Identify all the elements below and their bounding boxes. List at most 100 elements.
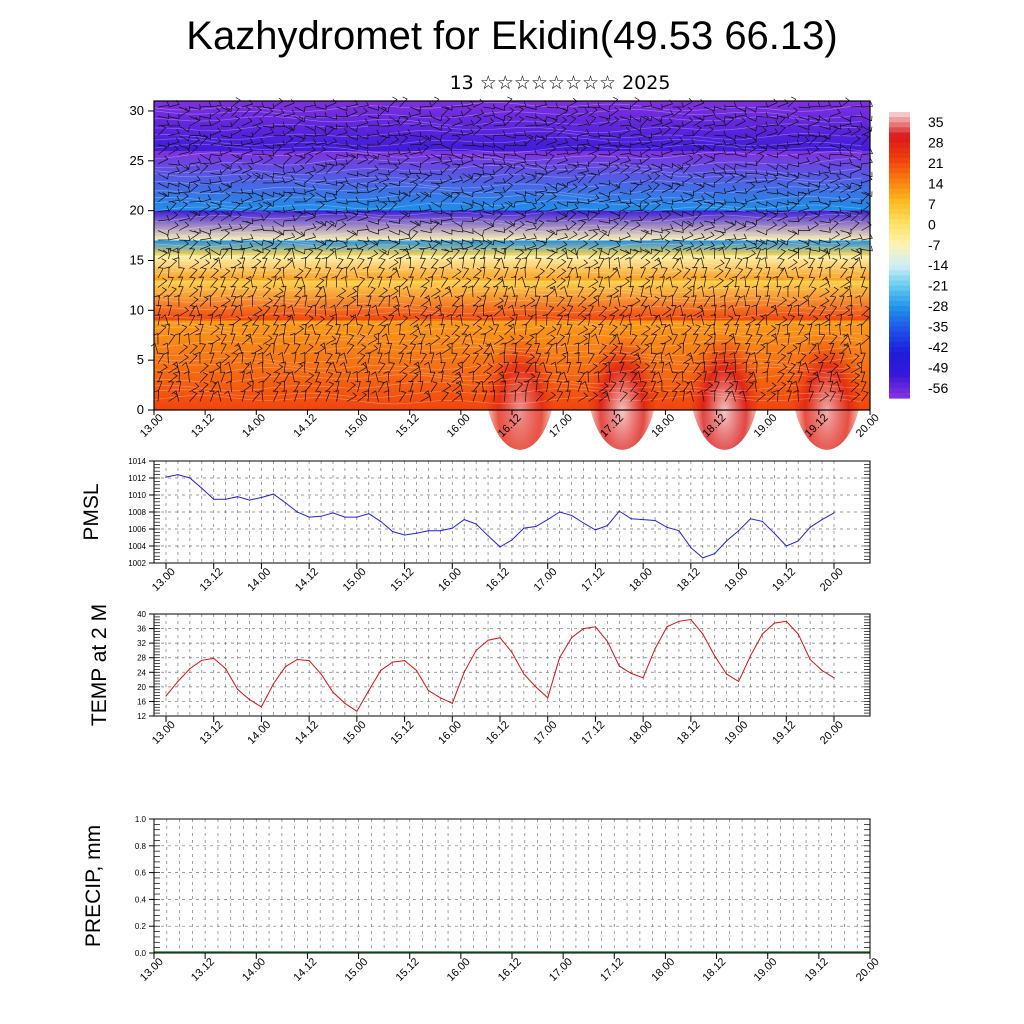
wind-barb [367, 250, 379, 260]
wind-barb [755, 295, 762, 307]
wind-barb [630, 333, 638, 345]
wind-barb [472, 169, 485, 176]
wind-barb [640, 101, 653, 108]
wind-barb [672, 125, 681, 136]
wind-barb [325, 114, 338, 120]
wind-barb [304, 131, 317, 137]
wind-barb [651, 213, 663, 222]
wind-barb [357, 324, 364, 336]
wind-barb [210, 203, 222, 212]
wind-barb [693, 144, 705, 151]
wind-barb [189, 276, 196, 288]
wind-barb [677, 370, 684, 383]
wind-barb [535, 268, 545, 279]
wind-barb [273, 371, 281, 383]
wind-barb [470, 257, 476, 269]
wind-barb [346, 125, 358, 132]
wind-barb [328, 361, 337, 374]
wind-barb [808, 315, 819, 326]
wind-barb [399, 343, 408, 355]
wind-barb [819, 297, 830, 307]
wind-barb [283, 191, 293, 203]
wind-barb [315, 220, 327, 227]
data-point [666, 626, 668, 628]
wind-barb [745, 194, 758, 203]
data-point [559, 511, 561, 513]
wind-barb [199, 229, 211, 235]
wind-barb [609, 96, 619, 108]
wind-barb [189, 287, 199, 298]
wind-barb [609, 287, 620, 298]
wind-barb [672, 286, 679, 298]
wind-barb [672, 220, 684, 227]
data-point [165, 695, 167, 697]
wind-barb [220, 211, 232, 217]
x-tick-label: 17.12 [579, 719, 607, 747]
wind-barb [325, 160, 338, 166]
wind-barb [703, 155, 715, 165]
wind-barb [808, 131, 821, 137]
y-tick-label: 0.2 [135, 922, 147, 931]
wind-barb [525, 104, 537, 110]
wind-barb [525, 343, 533, 355]
wind-barb [231, 344, 242, 355]
wind-barb [430, 156, 443, 165]
wind-barb [236, 294, 243, 307]
wind-barb [168, 333, 176, 345]
wind-barb [173, 257, 180, 269]
wind-barb [335, 324, 341, 336]
wind-barb [861, 191, 870, 203]
wind-barb [252, 101, 264, 108]
wind-barb [350, 314, 358, 326]
wind-barb [366, 295, 372, 307]
wind-barb [570, 247, 579, 260]
data-point [511, 539, 513, 541]
wind-barb [714, 242, 726, 250]
wind-barb [241, 164, 253, 174]
wind-barb [850, 208, 863, 214]
data-point [571, 514, 573, 517]
chart-title: Kazhydromet for Ekidin(49.53 66.13) [186, 14, 838, 58]
wind-barb [415, 371, 421, 383]
wind-barb [420, 170, 432, 177]
wind-barb [829, 207, 842, 213]
wind-barb [346, 230, 357, 241]
wind-barb [315, 161, 327, 167]
colorbar-swatch [889, 229, 910, 236]
wind-barb [798, 297, 809, 307]
wind-barb [619, 305, 628, 317]
wind-barb [819, 392, 830, 402]
wind-barb [189, 248, 196, 260]
contour-line [153, 248, 863, 259]
wind-barb [609, 248, 619, 260]
wind-barb [598, 118, 610, 127]
wind-barb [168, 372, 178, 383]
wind-barb [577, 108, 589, 117]
wind-barb [461, 333, 468, 345]
wind-barb [535, 150, 548, 157]
wind-barb [430, 154, 442, 160]
wind-barb [472, 315, 482, 326]
wind-barb [546, 229, 558, 236]
wind-barb [546, 216, 558, 222]
wind-barb [472, 362, 482, 374]
wind-barb [829, 295, 837, 307]
wind-barb [304, 248, 314, 260]
contour-line [153, 136, 863, 147]
wind-barb [399, 169, 411, 175]
wind-barb [808, 276, 816, 288]
wind-barb [523, 381, 530, 393]
wind-barb [612, 333, 621, 345]
wind-barb [634, 314, 642, 326]
wind-barb [751, 285, 757, 298]
data-point [535, 686, 537, 688]
wind-barb [822, 276, 831, 288]
wind-barb [777, 212, 789, 222]
wind-barb [535, 201, 546, 212]
wind-barb [472, 248, 481, 260]
wind-barb [514, 212, 526, 222]
wind-barb [560, 342, 568, 355]
wind-barb [718, 247, 726, 260]
wind-barb [294, 164, 305, 174]
wind-barb [171, 390, 180, 402]
